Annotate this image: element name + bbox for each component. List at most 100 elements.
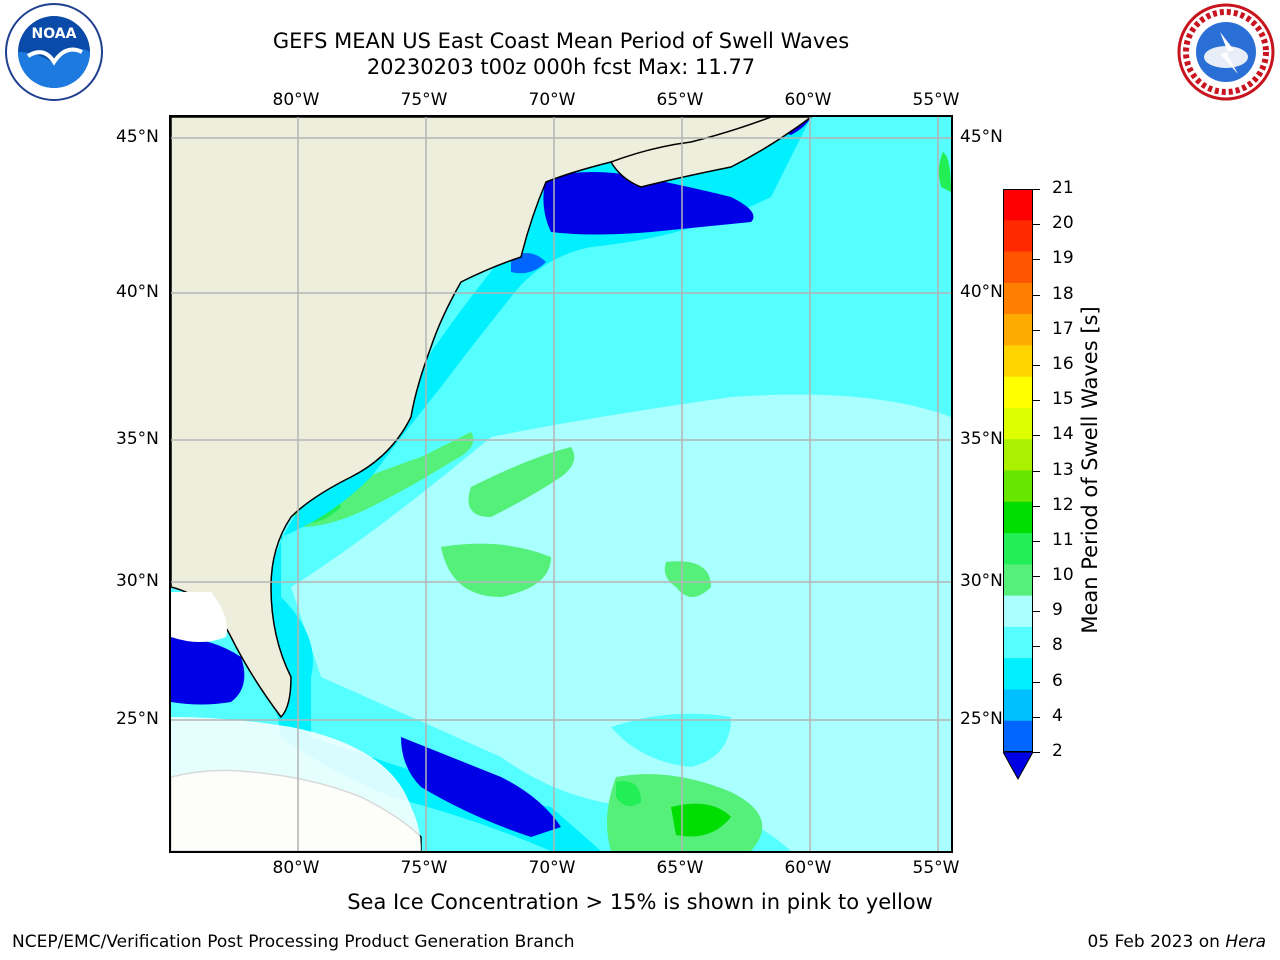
colorbar-swatch xyxy=(1003,220,1033,253)
colorbar-tick xyxy=(1033,259,1040,261)
svg-text:NOAA: NOAA xyxy=(32,26,77,42)
colorbar-swatch xyxy=(1003,189,1033,221)
colorbar-extend-arrow xyxy=(1002,751,1034,781)
lat-label-right: 45°N xyxy=(960,127,1003,147)
lon-label-top: 55°W xyxy=(912,90,960,110)
ocean-region-below-2s xyxy=(543,172,754,235)
colorbar-tick xyxy=(1033,540,1040,542)
swell-period-map xyxy=(169,115,953,853)
colorbar-swatch xyxy=(1003,251,1033,284)
colorbar-tick-label: 9 xyxy=(1052,600,1063,621)
colorbar-tick-label: 12 xyxy=(1052,494,1074,515)
swell-patch-green xyxy=(301,432,474,527)
colorbar-tick-label: 14 xyxy=(1052,424,1074,445)
land-us-east xyxy=(171,117,772,719)
colorbar-swatch xyxy=(1003,407,1033,440)
colorbar-tick-label: 13 xyxy=(1052,459,1074,480)
footer-branch: NCEP/EMC/Verification Post Processing Pr… xyxy=(12,932,575,952)
ocean-region-6-8s xyxy=(611,713,731,767)
colorbar-swatch xyxy=(1003,501,1033,534)
lat-label-right: 40°N xyxy=(960,282,1003,302)
colorbar-tick xyxy=(1033,470,1040,472)
colorbar-swatch xyxy=(1003,720,1033,753)
map-canvas xyxy=(171,117,951,851)
colorbar-tick xyxy=(1033,435,1040,437)
lon-label-bottom: 75°W xyxy=(400,858,448,878)
colorbar-tick xyxy=(1033,681,1040,683)
colorbar-swatch xyxy=(1003,564,1033,597)
colorbar-swatch xyxy=(1003,626,1033,659)
ocean-region-8-9s xyxy=(291,394,951,851)
colorbar-tick xyxy=(1033,224,1040,226)
swell-patch-green xyxy=(441,543,551,597)
chart-title-line1: GEFS MEAN US East Coast Mean Period of S… xyxy=(272,29,850,53)
colorbar-tick xyxy=(1033,646,1040,648)
colorbar-tick xyxy=(1033,611,1040,613)
footer-date: 05 Feb 2023 on Hera xyxy=(1088,932,1266,952)
colorbar-swatch xyxy=(1003,314,1033,346)
colorbar-tick xyxy=(1033,189,1040,190)
colorbar-tick-label: 16 xyxy=(1052,353,1074,374)
swell-patch-green-edge xyxy=(938,152,951,192)
map-gridlines xyxy=(171,117,951,851)
colorbar-title: Mean Period of Swell Waves [s] xyxy=(1078,306,1102,634)
colorbar-swatch xyxy=(1003,658,1033,690)
colorbar-tick-label: 20 xyxy=(1052,213,1074,234)
colorbar-tick xyxy=(1033,329,1040,331)
colorbar-tick-label: 18 xyxy=(1052,283,1074,304)
swell-patch-green-dark xyxy=(616,781,641,806)
lon-label-top: 70°W xyxy=(528,90,576,110)
colorbar-tick xyxy=(1033,716,1040,718)
colorbar-tick xyxy=(1033,400,1040,402)
ocean-region-below-2s xyxy=(401,737,561,837)
land-mask-white xyxy=(171,592,227,642)
lat-label-right: 30°N xyxy=(960,571,1003,591)
lat-label-left: 35°N xyxy=(116,429,159,449)
lon-label-bottom: 65°W xyxy=(656,858,704,878)
colorbar-tick-label: 15 xyxy=(1052,389,1074,410)
lat-label-left: 25°N xyxy=(116,709,159,729)
colorbar-tick xyxy=(1033,752,1040,753)
footer-host: Hera xyxy=(1225,932,1266,952)
noaa-logo: NOAA xyxy=(4,2,104,102)
colorbar-swatch xyxy=(1003,470,1033,503)
lon-label-bottom: 55°W xyxy=(912,858,960,878)
colorbar-swatch xyxy=(1003,376,1033,409)
colorbar-tick-label: 19 xyxy=(1052,248,1074,269)
colorbar-tick xyxy=(1033,364,1040,366)
swell-patch-green xyxy=(468,447,575,517)
lat-label-left: 40°N xyxy=(116,282,159,302)
colorbar-tick xyxy=(1033,505,1040,507)
lon-label-top: 65°W xyxy=(656,90,704,110)
colorbar-swatch xyxy=(1003,439,1033,471)
lon-label-top: 80°W xyxy=(272,90,320,110)
colorbar-tick-label: 21 xyxy=(1052,178,1074,198)
colorbar-swatch xyxy=(1003,282,1033,315)
colorbar-tick xyxy=(1033,294,1040,296)
colorbar-tick-label: 17 xyxy=(1052,318,1074,339)
colorbar-tick-label: 2 xyxy=(1052,741,1063,761)
colorbar-scale xyxy=(1002,189,1034,781)
colorbar-swatch xyxy=(1003,595,1033,628)
lat-label-left: 45°N xyxy=(116,127,159,147)
colorbar-swatch xyxy=(1003,345,1033,378)
lat-label-right: 25°N xyxy=(960,709,1003,729)
colorbar-tick-label: 4 xyxy=(1052,705,1063,726)
lon-label-top: 75°W xyxy=(400,90,448,110)
lat-label-right: 35°N xyxy=(960,429,1003,449)
nws-logo xyxy=(1176,2,1276,102)
lon-label-top: 60°W xyxy=(784,90,832,110)
colorbar-tick xyxy=(1033,576,1040,578)
colorbar-tick-label: 8 xyxy=(1052,635,1063,656)
lat-label-left: 30°N xyxy=(116,571,159,591)
lon-label-bottom: 60°W xyxy=(784,858,832,878)
colorbar-swatch xyxy=(1003,689,1033,722)
colorbar-swatch xyxy=(1003,533,1033,565)
colorbar-tick-label: 6 xyxy=(1052,670,1063,691)
lon-label-bottom: 70°W xyxy=(528,858,576,878)
colorbar-outline xyxy=(1003,189,1033,752)
swell-patch-green xyxy=(664,561,711,597)
swell-patch-bright-green xyxy=(671,803,731,837)
land-mask-white xyxy=(171,717,421,851)
sea-ice-caption: Sea Ice Concentration > 15% is shown in … xyxy=(347,890,933,914)
